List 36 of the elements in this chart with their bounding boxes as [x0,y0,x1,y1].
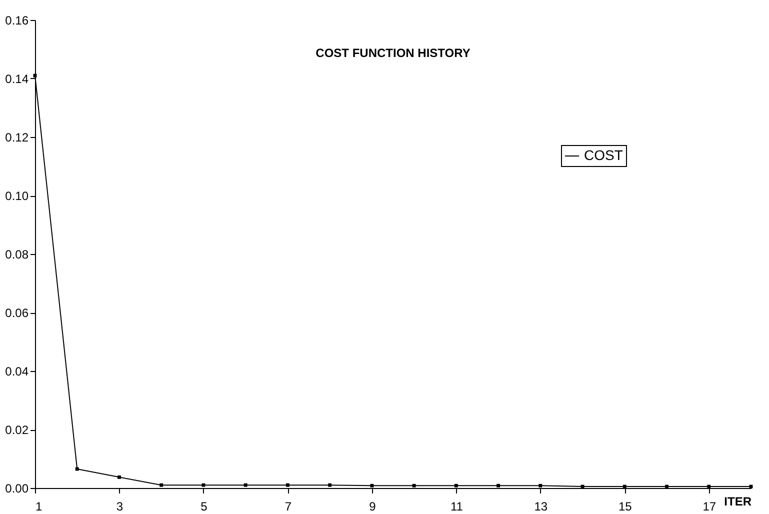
point [412,484,416,488]
y-tick-label: 0.06 [5,306,29,320]
point [538,484,542,488]
point [202,483,206,487]
y-tick-label: 0.12 [5,130,29,144]
y-tick-label: 0.10 [5,189,29,203]
text: COST FUNCTION HISTORY [316,46,470,60]
point [370,484,374,488]
x-tick-label: 5 [200,500,208,514]
point [622,484,626,488]
point [707,484,711,488]
point [118,475,121,479]
y-tick-label: 0.08 [5,248,29,262]
point [244,483,248,487]
x-tick-label: 11 [450,500,464,514]
x-tick-label: 13 [534,500,548,514]
x-tick-label: 7 [284,500,292,514]
point [665,484,668,488]
x-axis-title: ITER [724,494,752,508]
point [286,483,290,487]
x-tick-label: 3 [116,500,124,514]
point [454,484,458,488]
y-tick-label: 0.14 [5,72,29,86]
x-tick-label: 15 [618,500,632,514]
x-tick-label: 9 [369,500,376,514]
x-tick-label: 1 [36,500,42,514]
y-tick-label: 0.16 [5,14,29,28]
y-tick-label: 0.02 [5,423,29,437]
x-tick-label: 17 [702,500,716,514]
point [160,483,164,487]
legend-label: COST [584,147,624,163]
point [328,483,332,487]
y-tick-label: 0.00 [5,482,29,496]
y-tick-label: 0.04 [5,364,29,378]
point [580,484,584,488]
point [496,484,500,488]
